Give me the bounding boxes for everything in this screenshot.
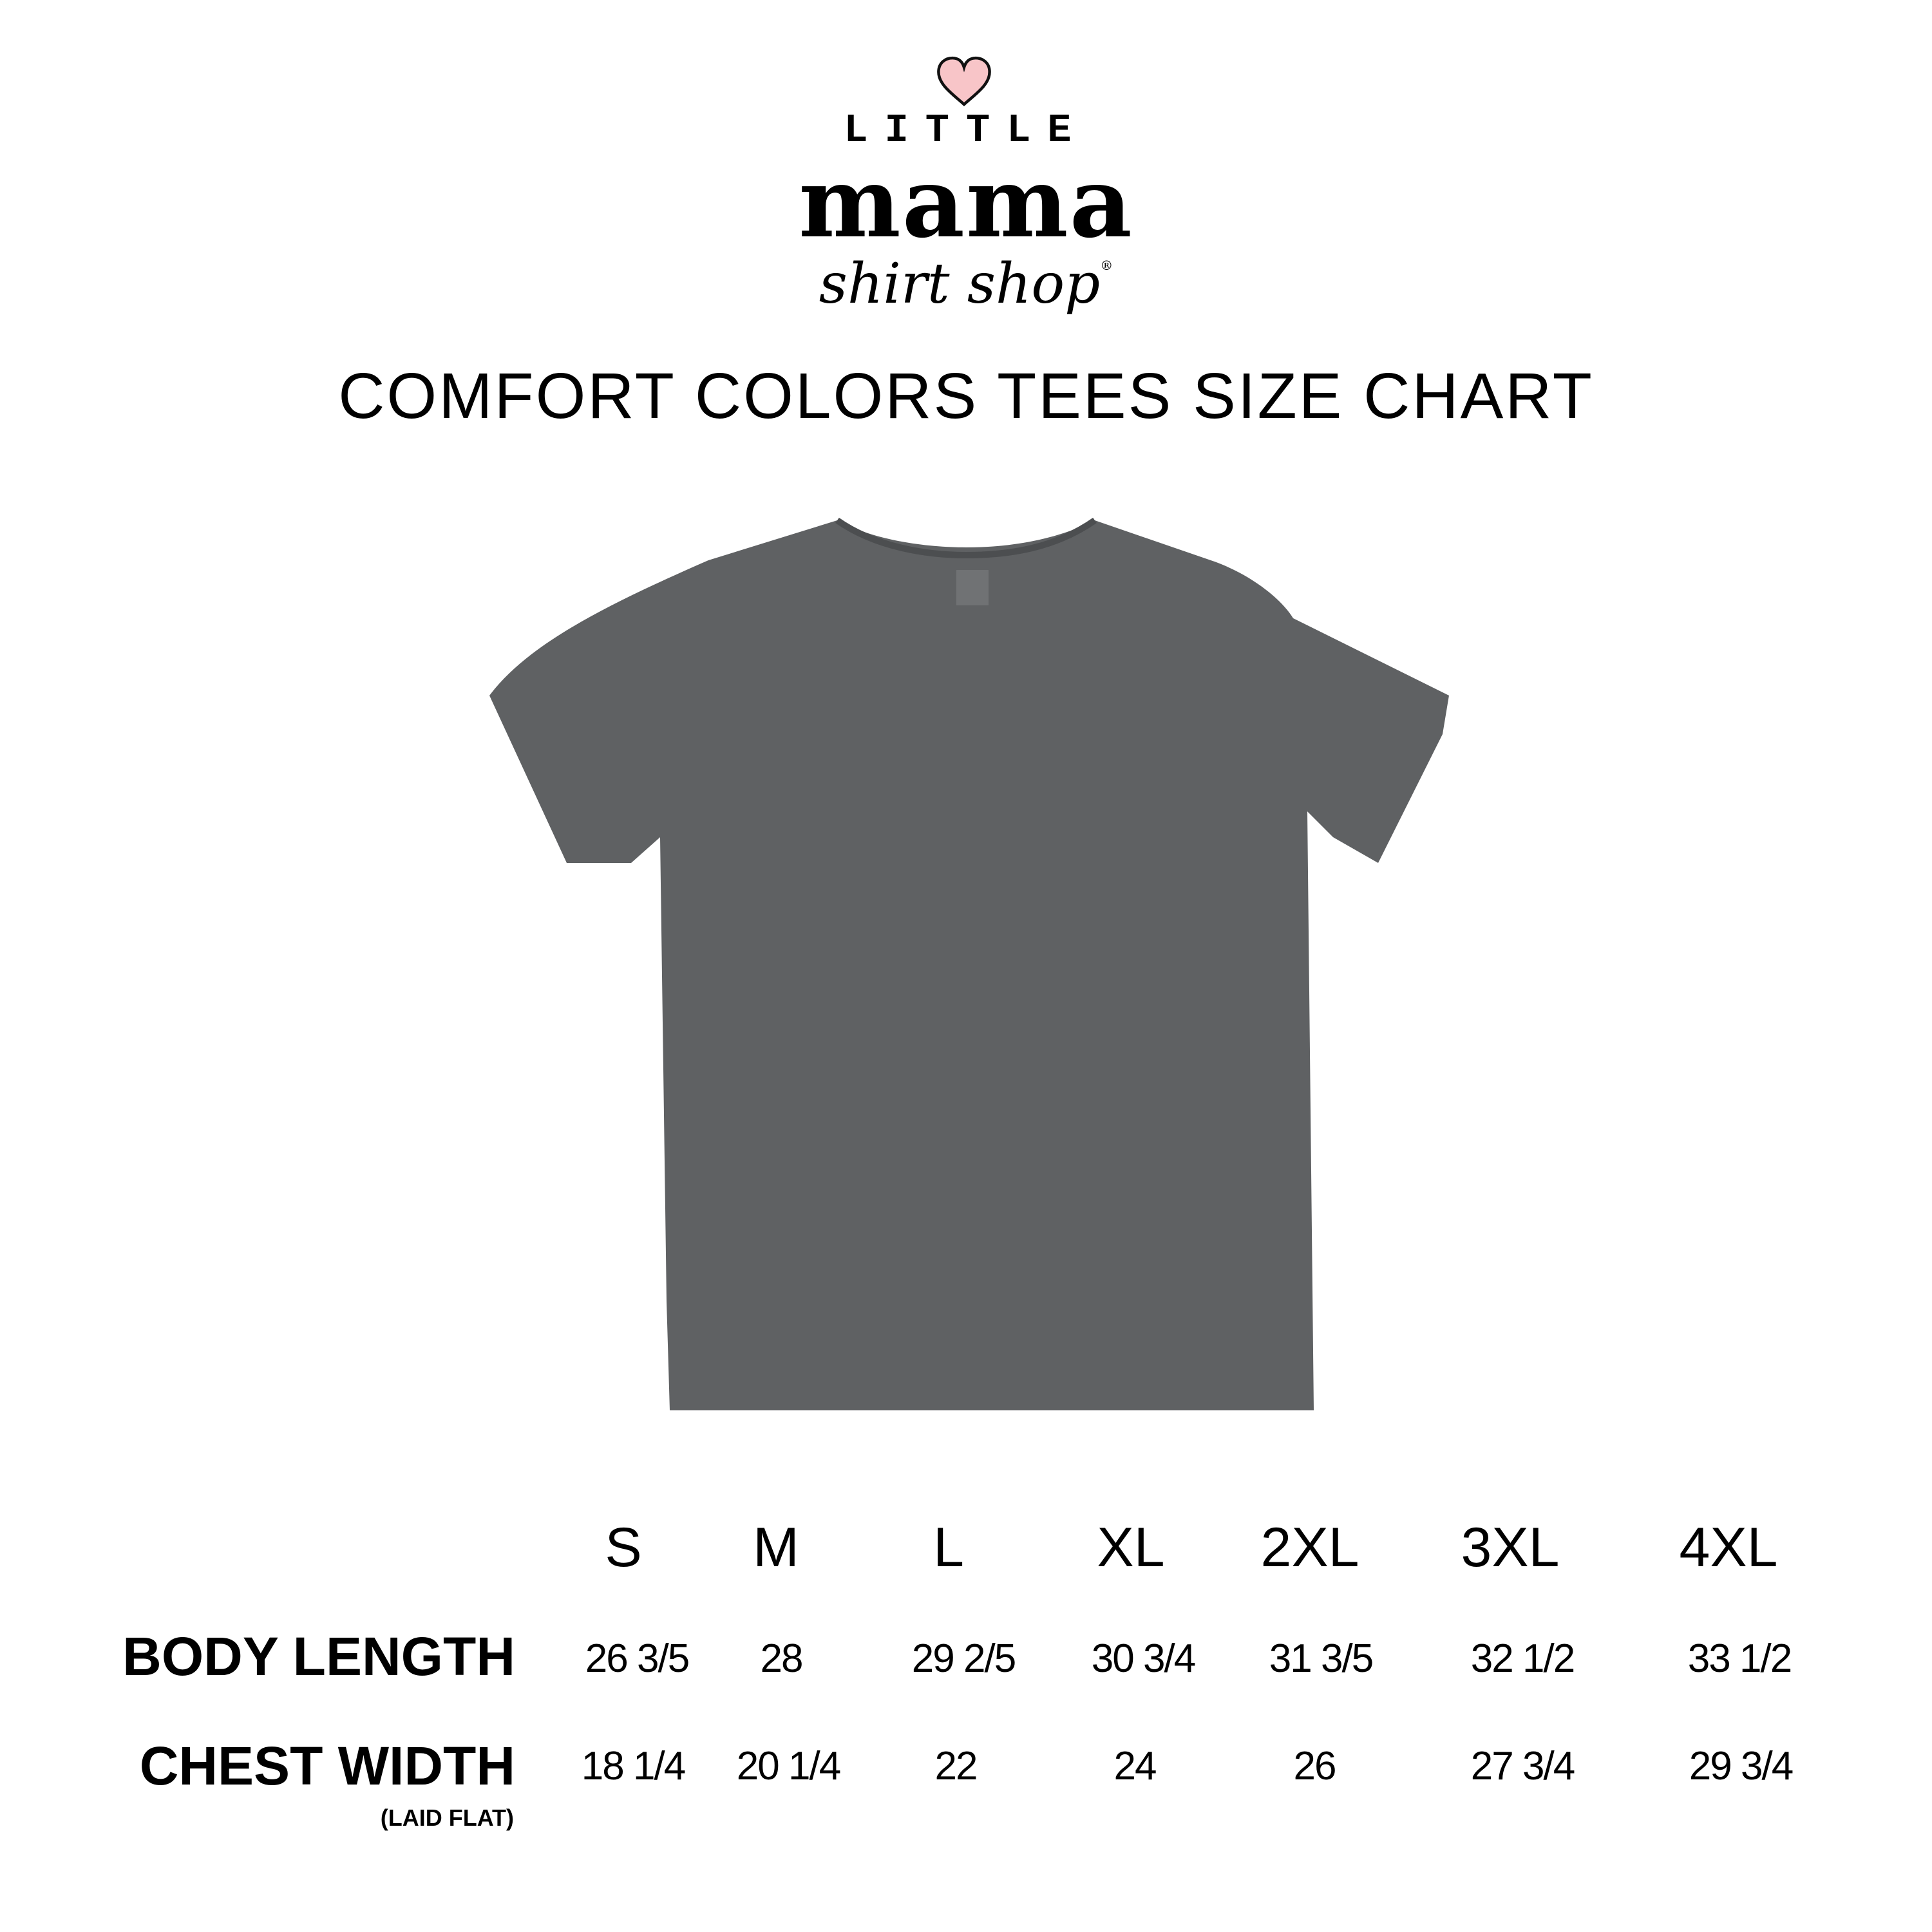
logo-shirt-shop-text: shirt shop: [819, 252, 1101, 316]
logo-mama: mama: [799, 146, 1133, 260]
chest-width-s: 18 1/4: [581, 1744, 686, 1788]
shirt-label-tag: [956, 570, 989, 605]
logo-shirt-shop: shirt shop®: [819, 256, 1113, 312]
size-header-m: M: [753, 1517, 799, 1578]
body-length-3xl: 32 1/2: [1470, 1636, 1575, 1681]
size-header-2xl: 2XL: [1260, 1517, 1359, 1578]
size-header-s: S: [605, 1517, 642, 1578]
size-header-l: L: [933, 1517, 964, 1578]
body-length-l: 29 2/5: [911, 1636, 1016, 1681]
tshirt-image: [489, 517, 1449, 1410]
size-header-3xl: 3XL: [1461, 1517, 1560, 1578]
body-length-m: 28: [760, 1636, 804, 1681]
page-title: COMFORT COLORS TEES SIZE CHART: [338, 360, 1594, 432]
size-header-xl: XL: [1097, 1517, 1165, 1578]
row-sublabel-laid-flat: (LAID FLAT): [380, 1804, 514, 1831]
heart-logo-icon: [937, 56, 991, 107]
body-length-2xl: 31 3/5: [1269, 1636, 1374, 1681]
row-label-chest-width: CHEST WIDTH: [139, 1736, 515, 1796]
row-label-body-length: BODY LENGTH: [122, 1626, 515, 1687]
chest-width-xl: 24: [1113, 1744, 1157, 1788]
body-length-4xl: 33 1/2: [1687, 1636, 1792, 1681]
chest-width-m: 20 1/4: [736, 1744, 841, 1788]
logo-little: LITTLE: [844, 108, 1088, 153]
registered-mark: ®: [1100, 258, 1113, 273]
chest-width-l: 22: [934, 1744, 978, 1788]
size-header-4xl: 4XL: [1679, 1517, 1778, 1578]
body-length-xl: 30 3/4: [1091, 1636, 1196, 1681]
chest-width-4xl: 29 3/4: [1689, 1744, 1794, 1788]
chest-width-2xl: 26: [1293, 1744, 1337, 1788]
body-length-s: 26 3/5: [585, 1636, 690, 1681]
chest-width-3xl: 27 3/4: [1470, 1744, 1575, 1788]
